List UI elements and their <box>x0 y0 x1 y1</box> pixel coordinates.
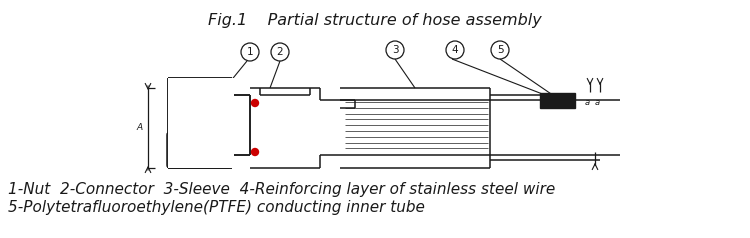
Text: a: a <box>584 98 590 107</box>
Bar <box>168 78 234 168</box>
Text: 5-Polytetrafluoroethylene(PTFE) conducting inner tube: 5-Polytetrafluoroethylene(PTFE) conducti… <box>8 200 424 215</box>
Circle shape <box>251 99 259 106</box>
Text: 2: 2 <box>277 47 284 57</box>
Text: 3: 3 <box>392 45 398 55</box>
Text: 1: 1 <box>247 47 254 57</box>
Text: 5: 5 <box>496 45 503 55</box>
Text: a: a <box>595 98 599 107</box>
FancyBboxPatch shape <box>167 132 231 168</box>
Text: Fig.1    Partial structure of hose assembly: Fig.1 Partial structure of hose assembly <box>208 13 542 28</box>
Text: A: A <box>137 124 143 133</box>
Circle shape <box>241 43 259 61</box>
Circle shape <box>251 149 259 155</box>
Text: 4: 4 <box>452 45 458 55</box>
Circle shape <box>271 43 289 61</box>
Polygon shape <box>540 93 575 108</box>
Circle shape <box>491 41 509 59</box>
Circle shape <box>446 41 464 59</box>
Text: 1-Nut  2-Connector  3-Sleeve  4-Reinforcing layer of stainless steel wire: 1-Nut 2-Connector 3-Sleeve 4-Reinforcing… <box>8 182 555 197</box>
Circle shape <box>386 41 404 59</box>
